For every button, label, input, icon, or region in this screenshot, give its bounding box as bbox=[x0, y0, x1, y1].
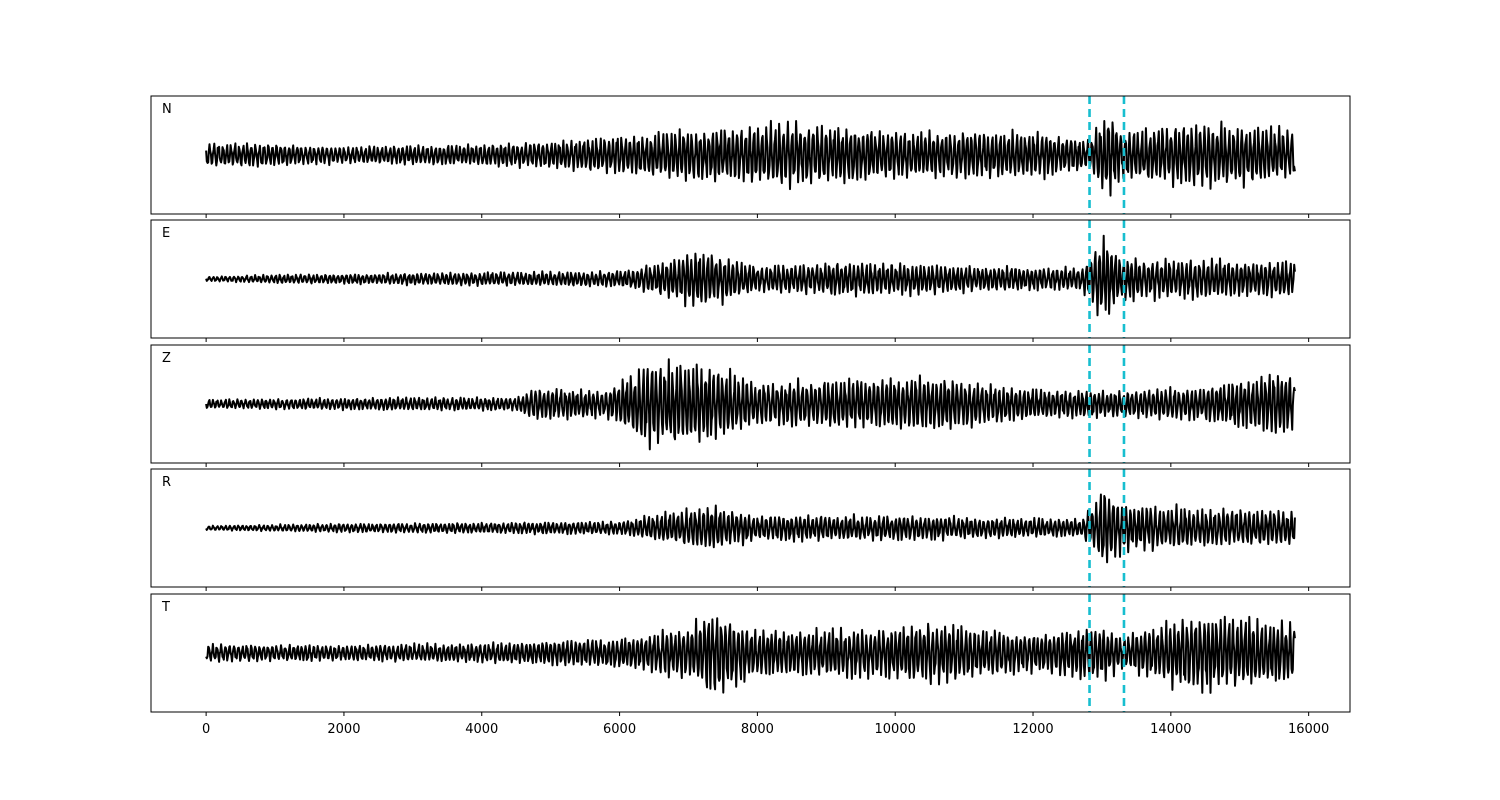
trace-n bbox=[205, 119, 1296, 197]
x-tick-label: 8000 bbox=[741, 722, 774, 737]
trace-z bbox=[205, 358, 1296, 451]
panel-frame bbox=[150, 593, 1351, 713]
trace-e bbox=[205, 234, 1296, 317]
x-axis-ticks: 0 2000 4000 6000 8000 10000 12000 14000 16000 bbox=[202, 722, 1329, 737]
x-tick-label: 14000 bbox=[1150, 722, 1191, 737]
panels-layer: N E Z R T bbox=[150, 95, 1351, 716]
x-tick-label: 4000 bbox=[465, 722, 498, 737]
panel-z: Z bbox=[150, 344, 1351, 467]
panel-label: R bbox=[162, 475, 171, 490]
panel-label: T bbox=[161, 600, 170, 615]
panel-t: T bbox=[150, 593, 1351, 716]
x-tick-label: 12000 bbox=[1012, 722, 1053, 737]
x-tick-label: 16000 bbox=[1288, 722, 1329, 737]
panel-frame bbox=[150, 219, 1351, 339]
panel-n: N bbox=[150, 95, 1351, 218]
panel-e: E bbox=[150, 219, 1351, 342]
x-tick-label: 10000 bbox=[875, 722, 916, 737]
panel-frame bbox=[150, 468, 1351, 588]
trace-t bbox=[205, 615, 1296, 694]
x-tick-label: 0 bbox=[202, 722, 210, 737]
trace-r bbox=[205, 493, 1296, 564]
panel-frame bbox=[150, 95, 1351, 215]
panel-frame bbox=[150, 344, 1351, 464]
panel-r: R bbox=[150, 468, 1351, 591]
panel-label: N bbox=[162, 102, 172, 117]
x-tick-label: 6000 bbox=[603, 722, 636, 737]
x-tick-label: 2000 bbox=[327, 722, 360, 737]
panel-label: E bbox=[162, 226, 170, 241]
panel-label: Z bbox=[162, 351, 171, 366]
